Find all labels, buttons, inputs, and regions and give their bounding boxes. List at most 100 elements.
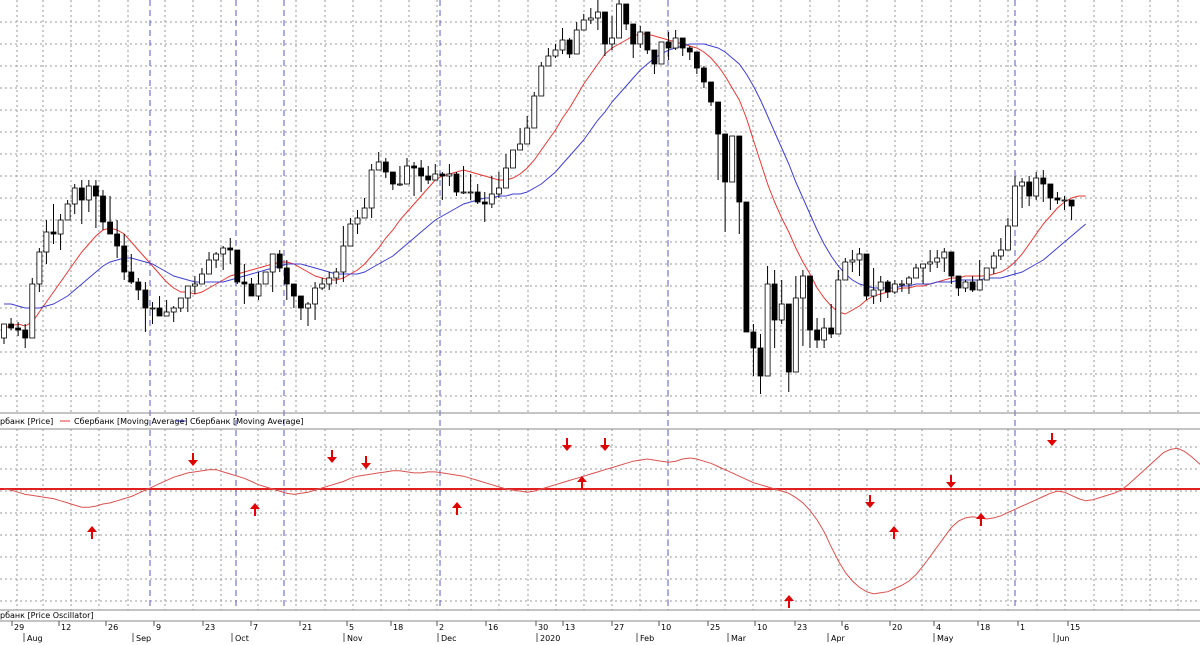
day-tick-label: 18 xyxy=(393,623,403,632)
month-tick-label: Oct xyxy=(235,634,249,643)
day-tick-label: 10 xyxy=(757,623,767,632)
candle xyxy=(78,180,85,224)
candle-body-down xyxy=(679,37,686,49)
candle xyxy=(877,276,884,302)
candle xyxy=(326,272,333,290)
candle xyxy=(870,268,877,304)
candle xyxy=(792,276,799,373)
candle-body-down xyxy=(474,191,481,203)
candle-body-up xyxy=(983,267,990,281)
candle-body-up xyxy=(580,19,587,31)
sell-signal-arrow xyxy=(327,450,337,463)
candle-body-down xyxy=(1068,199,1075,207)
arrow-head xyxy=(188,460,198,466)
candle xyxy=(142,282,149,332)
candle xyxy=(1033,172,1040,200)
day-tick-label: 29 xyxy=(14,623,24,632)
candle-body-up xyxy=(545,55,552,67)
candle-body-up xyxy=(842,261,849,281)
candle-body-up xyxy=(672,37,679,49)
candle-body-up xyxy=(927,261,934,265)
signal-arrows xyxy=(87,433,1057,608)
candle xyxy=(290,283,297,308)
day-tick-label: 7 xyxy=(253,623,258,632)
month-tick-label: 2020 xyxy=(540,634,560,643)
candle-body-up xyxy=(856,253,863,261)
candle xyxy=(156,296,163,317)
candle-body-up xyxy=(432,173,439,181)
candle-body-up xyxy=(800,275,806,299)
candle-body-up xyxy=(891,283,898,293)
day-tick-label: 2 xyxy=(439,623,444,632)
candle-body-up xyxy=(913,267,919,279)
candle xyxy=(213,252,220,268)
candle xyxy=(411,162,418,196)
candle-body-down xyxy=(135,281,142,291)
day-tick-label: 9 xyxy=(156,623,161,632)
candle-body-up xyxy=(319,283,326,289)
candle-body-up xyxy=(488,193,495,205)
candle-body-down xyxy=(8,323,15,329)
candle xyxy=(672,30,679,50)
candle xyxy=(149,302,156,324)
candle xyxy=(517,128,523,151)
buy-signal-arrow xyxy=(452,502,462,515)
candle xyxy=(1068,199,1075,220)
candle xyxy=(418,160,425,192)
candle xyxy=(333,268,340,284)
arrow-head xyxy=(87,526,97,532)
candle-body-down xyxy=(743,201,750,333)
day-tick-label: 16 xyxy=(488,623,498,632)
candle xyxy=(764,266,771,377)
month-tick-label: Nov xyxy=(347,634,363,643)
candle xyxy=(460,166,467,194)
candle-body-up xyxy=(269,253,276,273)
candle xyxy=(976,260,983,291)
candle xyxy=(828,304,835,338)
candle-body-down xyxy=(248,283,255,297)
candle xyxy=(913,264,919,279)
candle xyxy=(729,135,736,183)
buy-signal-arrow xyxy=(250,503,260,516)
candle-body-down xyxy=(227,247,234,251)
candle xyxy=(15,322,22,336)
candle-body-up xyxy=(1012,185,1018,227)
candle-body-down xyxy=(107,221,113,235)
candle xyxy=(587,8,594,24)
candle-body-up xyxy=(206,259,212,275)
candle-body-up xyxy=(637,31,644,45)
candle xyxy=(262,271,269,285)
candle xyxy=(241,264,248,304)
candle xyxy=(425,166,432,184)
moving-average-blue-series xyxy=(4,43,1087,309)
candle-body-down xyxy=(297,295,304,309)
candle-body-up xyxy=(877,281,884,291)
month-tick-label: Aug xyxy=(27,634,43,643)
candle-body-up xyxy=(658,41,665,65)
arrow-head xyxy=(562,445,572,451)
candle-body-down xyxy=(955,275,962,289)
buy-signal-arrow xyxy=(87,526,97,539)
candle-body-up xyxy=(177,297,184,309)
candle-body-down xyxy=(602,11,608,45)
candle xyxy=(1026,176,1033,206)
candle xyxy=(962,280,969,292)
day-tick-label: 20 xyxy=(892,623,902,632)
arrow-head xyxy=(946,482,956,488)
arrow-head xyxy=(865,502,875,508)
candle xyxy=(778,280,785,324)
candle xyxy=(524,116,531,145)
candle-body-down xyxy=(283,267,290,285)
candle xyxy=(814,318,820,348)
day-tick-label: 26 xyxy=(108,623,118,632)
candle-body-down xyxy=(785,303,792,373)
candle-body-up xyxy=(1,323,7,339)
legend-ma-red-label: Сбербанк [Moving Average] xyxy=(74,417,188,426)
grid-lines xyxy=(0,0,1200,610)
candle xyxy=(580,14,587,31)
candle xyxy=(686,46,693,60)
sell-signal-arrow xyxy=(188,453,198,466)
candle xyxy=(701,66,707,88)
day-tick-label: 13 xyxy=(565,623,575,632)
candle xyxy=(899,280,905,292)
